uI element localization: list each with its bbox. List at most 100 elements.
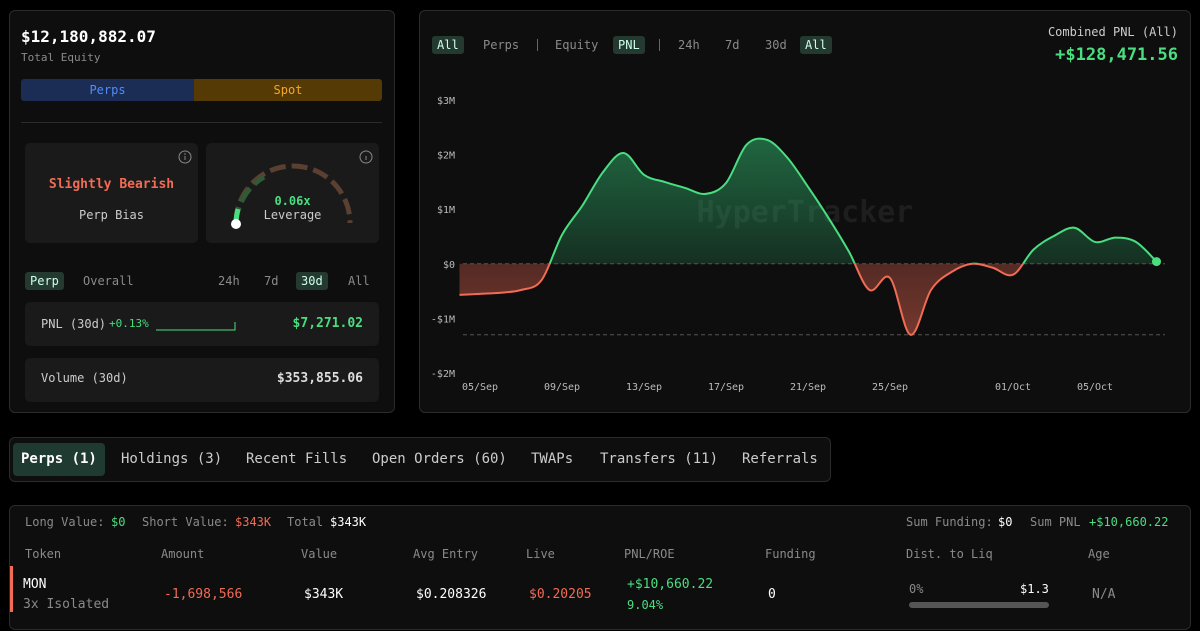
spot-toggle[interactable]: Spot xyxy=(194,79,382,101)
liq-bar xyxy=(909,602,1049,608)
column-header: Live xyxy=(526,547,555,561)
x-tick-label: 05/Sep xyxy=(462,382,498,393)
total-value: $343K xyxy=(330,515,367,529)
scope-tab[interactable]: Overall xyxy=(83,274,134,288)
tab[interactable]: Open Orders (60) xyxy=(372,451,507,467)
equity-label: Total Equity xyxy=(21,51,101,64)
margin: 3x Isolated xyxy=(23,597,110,612)
period-tab[interactable]: 30d xyxy=(296,272,328,290)
bias-label: Perp Bias xyxy=(78,208,145,222)
y-tick-label: $2M xyxy=(437,151,455,162)
info-icon[interactable] xyxy=(178,150,192,164)
equity: $12,180,882.07 xyxy=(21,27,156,46)
x-tick-label: 13/Sep xyxy=(626,382,662,393)
avg-entry: $0.208326 xyxy=(416,587,487,602)
period-tab[interactable]: 7d xyxy=(264,274,279,288)
y-tick-label: $0 xyxy=(443,260,455,271)
sum-pnl-value: +$10,660.22 xyxy=(1089,515,1169,529)
range-tab[interactable]: 24h xyxy=(678,38,700,52)
amount: -1,698,566 xyxy=(164,587,243,602)
last-point xyxy=(1152,257,1161,267)
y-tick-label: $1M xyxy=(437,205,455,216)
funding-value: $0 xyxy=(998,515,1013,529)
x-tick-label: 05/Oct xyxy=(1077,382,1113,393)
leverage-gauge xyxy=(231,150,373,229)
area-positive xyxy=(459,138,1157,264)
value: $343K xyxy=(304,587,344,602)
tab[interactable]: Transfers (11) xyxy=(600,451,719,467)
column-header: Value xyxy=(301,547,338,561)
pnl-line xyxy=(548,137,1158,264)
range-tab[interactable]: All xyxy=(800,36,832,54)
leverage: 0.06x xyxy=(274,194,311,208)
leverage-card: 0.06x Leverage xyxy=(206,143,379,243)
column-header: Amount xyxy=(161,547,205,561)
combined-value: +$128,471.56 xyxy=(1055,45,1178,65)
tab[interactable]: Referrals xyxy=(742,451,818,467)
metric-tab[interactable]: PNL xyxy=(613,36,645,54)
volume-card: Volume (30d) $353,855.06 xyxy=(25,358,379,402)
total-label: Total xyxy=(287,515,324,529)
metric-tab[interactable]: Equity xyxy=(555,38,599,52)
tab[interactable]: Recent Fills xyxy=(246,451,348,467)
column-header: Funding xyxy=(765,547,816,561)
range-tab[interactable]: 30d xyxy=(765,38,787,52)
scope-tab[interactable]: Perp xyxy=(25,272,64,290)
pnl-value: $7,271.02 xyxy=(292,316,363,331)
divider xyxy=(21,122,382,123)
tab-bar xyxy=(9,437,831,482)
sum-pnl-label: Sum PNL xyxy=(1030,515,1081,529)
bias: Slightly Bearish xyxy=(48,177,175,192)
liq-price: $1.3 xyxy=(1020,582,1049,596)
combined-label: Combined PNL (All) xyxy=(1047,25,1178,39)
y-tick-label: -$1M xyxy=(431,314,455,325)
column-header: Token xyxy=(25,547,62,561)
period-tab[interactable]: All xyxy=(348,274,370,288)
funding-label: Sum Funding: xyxy=(906,515,993,529)
separator xyxy=(537,39,538,51)
long-label: Long Value: xyxy=(25,515,105,529)
long-value: $0 xyxy=(111,515,126,529)
positions-panel: Long Value: $0 Short Value: $343K Total … xyxy=(9,505,1191,630)
tab[interactable]: Holdings (3) xyxy=(121,451,223,467)
leverage-label: Leverage xyxy=(263,208,322,222)
tab[interactable]: TWAPs xyxy=(531,451,574,467)
y-tick-label: -$2M xyxy=(431,369,455,380)
short-label: Short Value: xyxy=(142,515,229,529)
x-tick-label: 17/Sep xyxy=(708,382,744,393)
area-negative xyxy=(459,263,1157,335)
column-header: Avg Entry xyxy=(413,547,479,561)
x-tick-label: 09/Sep xyxy=(544,382,580,393)
pnl-sparkline xyxy=(156,322,236,331)
pnl-chart: HyperTracker -$2M-$1M$0$1M$2M$3M05/Sep09… xyxy=(431,96,1165,393)
range-tab[interactable]: 7d xyxy=(725,38,740,52)
bias-card: Slightly Bearish Perp Bias xyxy=(25,143,198,243)
live: $0.20205 xyxy=(529,587,592,602)
age: N/A xyxy=(1092,587,1116,602)
column-header: PNL/ROE xyxy=(624,547,675,561)
separator xyxy=(659,39,660,51)
tab[interactable]: Perps (1) xyxy=(13,443,105,476)
x-tick-label: 25/Sep xyxy=(872,382,908,393)
pnl-label: PNL (30d) xyxy=(41,317,107,331)
dist-pct: 0% xyxy=(909,582,924,596)
column-header: Age xyxy=(1088,547,1110,561)
pnl: +$10,660.22 xyxy=(627,577,714,592)
x-tick-label: 01/Oct xyxy=(995,382,1031,393)
x-tick-label: 21/Sep xyxy=(790,382,826,393)
source-tab[interactable]: All xyxy=(432,36,464,54)
period-tab[interactable]: 24h xyxy=(218,274,240,288)
source-tab[interactable]: Perps xyxy=(483,38,520,52)
token: MON xyxy=(23,577,47,592)
roe: 9.04% xyxy=(627,598,664,612)
volume-value: $353,855.06 xyxy=(276,371,363,386)
short-indicator xyxy=(10,566,13,612)
short-value: $343K xyxy=(235,515,272,529)
y-tick-label: $3M xyxy=(437,96,455,107)
funding: 0 xyxy=(768,587,776,602)
perps-toggle[interactable]: Perps xyxy=(21,79,194,101)
volume-label: Volume (30d) xyxy=(41,371,128,385)
pnl-pct: +0.13% xyxy=(109,317,149,330)
column-header: Dist. to Liq xyxy=(906,547,993,561)
